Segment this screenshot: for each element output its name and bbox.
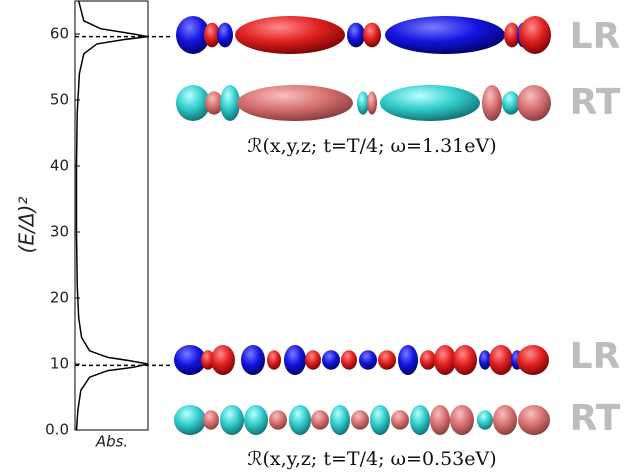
orbital-lobe: [385, 16, 505, 54]
orbital-lobe: [363, 22, 381, 48]
y-tick-label: 60: [50, 25, 69, 43]
orbital-lobe: [450, 405, 474, 435]
orbital-lobe: [305, 350, 321, 370]
orbital-lobe: [176, 16, 210, 54]
orbital-lobe: [241, 345, 265, 375]
orbital-lobe: [220, 85, 240, 121]
orbital-lobe: [430, 405, 450, 435]
orbital-lobe: [453, 345, 477, 375]
orbital-lobe: [289, 405, 311, 435]
orbital-lobe: [205, 91, 223, 115]
orbital-lobe: [504, 22, 520, 48]
orbital-lobe: [479, 350, 491, 370]
orbital-lobe: [519, 16, 551, 54]
orbital-lobe: [351, 410, 369, 430]
orbital-lobe: [267, 350, 281, 370]
orbital-lobe: [347, 22, 365, 48]
orbital-lobe: [237, 85, 353, 121]
orbital-lobe: [341, 350, 357, 370]
plot-frame: [74, 0, 149, 431]
y-tick-label: 10: [50, 355, 69, 373]
y-tick-label: 30: [50, 223, 69, 241]
orbital-lobe: [201, 350, 215, 370]
orbital-lobe: [244, 405, 268, 435]
orbital-lobe: [211, 345, 235, 375]
orbital-lobe: [176, 85, 210, 121]
orbital-lobe: [220, 405, 244, 435]
orbital-lobe: [357, 91, 369, 115]
orbital-lobe: [434, 345, 456, 375]
orbital-lobe: [502, 91, 520, 115]
orbital-lobe: [204, 22, 220, 48]
caption: ℛ(x,y,z; t=T/4; ω=0.53eV): [247, 448, 496, 470]
orbital-lobe: [398, 345, 418, 375]
orbital-lobe: [518, 405, 550, 435]
orbital-lobe: [235, 16, 345, 54]
orbital-lobe: [517, 85, 551, 121]
tag: RT: [570, 398, 621, 439]
x-axis-label: Abs.: [95, 433, 128, 451]
y-tick-label: 50: [50, 91, 69, 109]
y-tick-label: 20: [50, 289, 69, 307]
orbital-lobe: [489, 345, 513, 375]
orbital-lobe: [203, 410, 219, 430]
tag: LR: [570, 336, 621, 377]
caption: ℛ(x,y,z; t=T/4; ω=1.31eV): [247, 135, 496, 157]
orbital-lobe: [330, 405, 350, 435]
orbital-lobe: [284, 345, 306, 375]
orbital-lobe: [174, 345, 206, 375]
orbital-lobe: [322, 350, 340, 370]
orbital-lobe: [359, 350, 377, 370]
tag: RT: [570, 82, 621, 123]
orbital-lobe: [493, 405, 517, 435]
orbital-lobe: [378, 350, 396, 370]
orbital-lobe: [482, 85, 502, 121]
orbital-lobe: [420, 350, 436, 370]
orbital-lobe: [269, 410, 287, 430]
orbital-lobe: [370, 405, 390, 435]
y-axis-label: (E/Δ)²: [15, 197, 39, 254]
orbital-lobe: [477, 410, 493, 430]
y-tick-label: 40: [50, 157, 69, 175]
orbital-lobe: [410, 405, 430, 435]
tag: LR: [570, 16, 621, 57]
orbital-lobe: [217, 22, 233, 48]
absorption-curve: [75, 0, 149, 431]
orbital-lobe: [174, 405, 206, 435]
orbital-lobe: [391, 410, 409, 430]
orbital-lobe: [311, 410, 329, 430]
orbital-lobe: [367, 91, 377, 115]
orbital-lobe: [380, 85, 480, 121]
orbital-lobe: [517, 345, 549, 375]
y-tick-label: 0.0: [45, 421, 69, 439]
